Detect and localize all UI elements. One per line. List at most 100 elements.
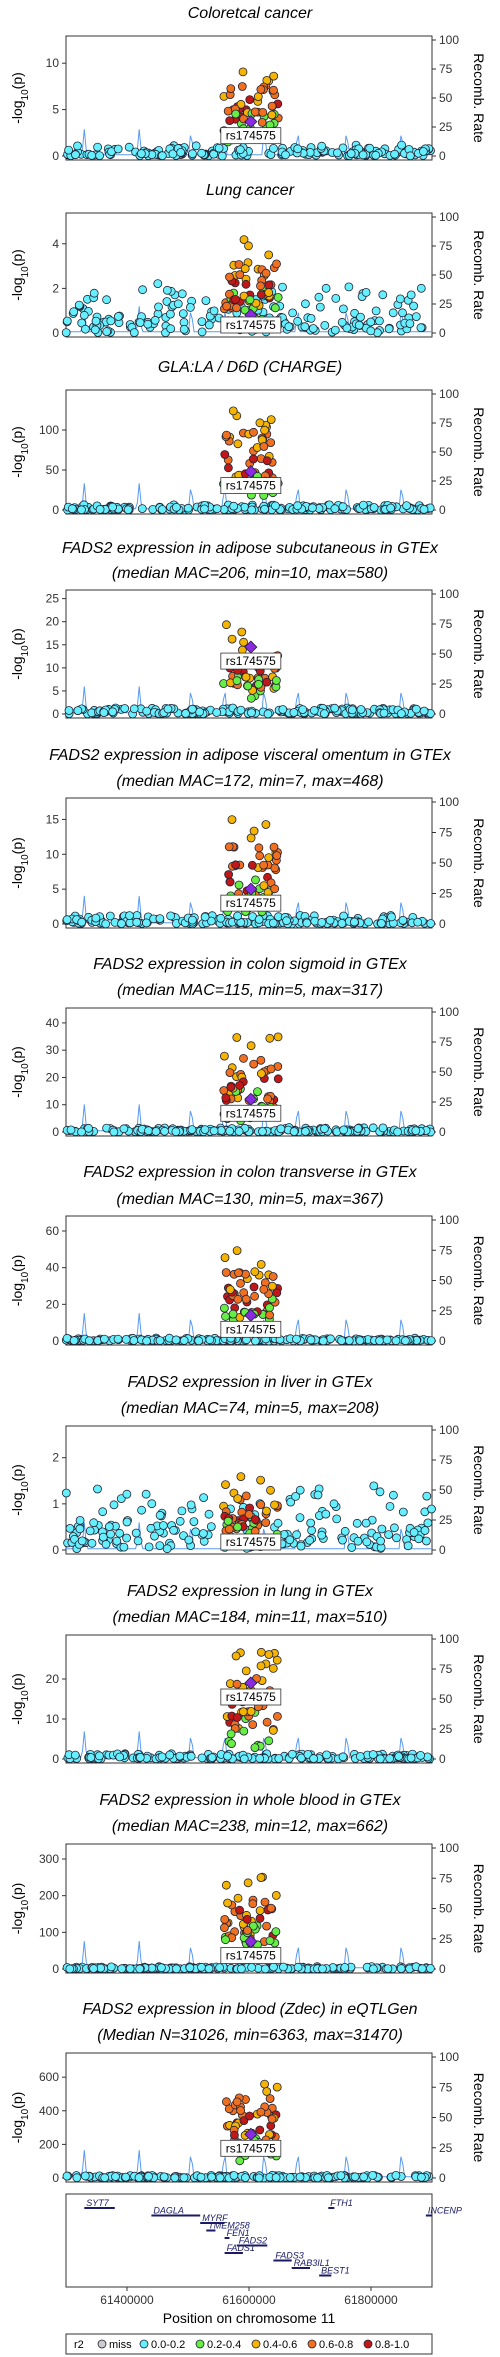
y-axis-label: -log10(p)	[9, 628, 31, 680]
y-tick-label: 100	[39, 423, 59, 437]
snp-point	[209, 306, 219, 316]
y-tick-label: 200	[39, 2137, 59, 2151]
snp-point	[231, 294, 240, 304]
recomb-axis-label: Recomb. Rate	[471, 53, 487, 143]
snp-point	[155, 1510, 165, 1520]
y-label-sub: 10	[20, 1063, 31, 1075]
recomb-tick-label: 100	[439, 1423, 459, 1437]
y-label-prefix: -log	[9, 656, 25, 679]
snp-point	[129, 328, 139, 338]
x-tick-label: 61800000	[344, 2293, 398, 2307]
recomb-axis-label: Recomb. Rate	[471, 2073, 487, 2163]
snp-point	[255, 851, 265, 861]
snp-point	[212, 504, 222, 514]
snp-point	[134, 2173, 144, 2183]
recomb-tick-label: 50	[439, 445, 453, 459]
snp-point	[250, 1267, 260, 1277]
snp-point	[358, 500, 368, 510]
snp-point	[289, 1127, 299, 1136]
snp-point	[236, 99, 246, 109]
snp-point	[411, 1126, 421, 1136]
panel-4: FADS2 expression in adipose subcutaneous…	[9, 540, 487, 721]
snp-point	[205, 1335, 215, 1345]
snp-point	[282, 916, 292, 926]
snp-point	[256, 1055, 266, 1065]
y-tick-label: 20	[46, 1297, 60, 1311]
recomb-tick-label: 0	[439, 1334, 446, 1348]
panel-1: Coloretcal cancer05100255075100-log10(p)…	[9, 5, 487, 163]
snp-point	[177, 1506, 187, 1516]
panel-7: FADS2 expression in colon transverse in …	[9, 1164, 487, 1348]
snp-point	[166, 911, 176, 921]
y-tick-label: 100	[39, 1925, 59, 1939]
snp-point	[187, 915, 197, 925]
snp-point	[181, 709, 191, 718]
snp-point	[272, 1655, 282, 1665]
snp-point	[240, 264, 250, 274]
snp-point	[98, 1507, 108, 1517]
snp-point	[165, 1750, 175, 1760]
snp-point	[352, 1518, 362, 1528]
snp-point	[238, 1707, 248, 1717]
snp-point	[135, 1753, 145, 1762]
snp-point	[171, 1964, 181, 1974]
snp-point	[221, 1312, 230, 1321]
snp-point	[114, 312, 123, 321]
snp-point	[344, 282, 354, 292]
snp-point	[225, 1126, 235, 1136]
snp-point	[256, 85, 266, 94]
snp-point	[169, 1525, 179, 1535]
snp-point	[222, 301, 232, 311]
snp-point	[223, 463, 233, 473]
snp-point	[349, 917, 359, 927]
y-tick-label: 0	[52, 1962, 59, 1976]
recomb-tick-label: 100	[439, 1632, 459, 1646]
y-label-suffix: (p)	[9, 72, 25, 89]
snp-point	[263, 1094, 273, 1104]
snp-point	[319, 1124, 329, 1134]
recomb-axis-label: Recomb. Rate	[471, 1027, 487, 1117]
snp-point	[265, 1033, 275, 1043]
snp-point	[285, 2173, 295, 2182]
snp-point	[318, 1964, 327, 1974]
recomb-tick-label: 100	[439, 795, 459, 809]
snp-point	[400, 1336, 410, 1346]
snp-point	[176, 147, 186, 157]
snp-point	[184, 1535, 194, 1545]
snp-point	[246, 833, 256, 843]
snp-point	[106, 316, 116, 326]
panel-11: FADS2 expression in blood (Zdec) in eQTL…	[9, 2001, 487, 2185]
snp-point	[356, 312, 365, 322]
snp-point	[204, 1509, 214, 1519]
panel-title: Coloretcal cancer	[188, 5, 313, 22]
snp-point	[175, 1751, 185, 1761]
snp-point	[418, 147, 428, 156]
snp-point	[87, 1538, 97, 1548]
recomb-tick-label: 25	[439, 2141, 453, 2155]
y-tick-label: 5	[52, 882, 59, 896]
recomb-tick-label: 75	[439, 1035, 453, 1049]
snp-point	[260, 1897, 270, 1907]
snp-point	[221, 1480, 230, 1489]
snp-point	[217, 151, 227, 161]
snp-point	[74, 300, 84, 310]
lead-snp-label: rs174575	[226, 2141, 276, 2155]
panel-title: FADS2 expression in blood (Zdec) in eQTL…	[83, 2001, 418, 2018]
snp-point	[223, 1751, 232, 1761]
snp-point	[376, 919, 386, 928]
snp-point	[385, 1502, 395, 1511]
snp-point	[237, 627, 247, 637]
recomb-tick-label: 75	[439, 826, 453, 840]
snp-point	[244, 241, 253, 251]
snp-point	[216, 913, 226, 923]
recomb-tick-label: 100	[439, 587, 459, 601]
snp-point	[265, 2094, 275, 2104]
snp-point	[158, 1521, 168, 1530]
recomb-tick-label: 75	[439, 416, 453, 430]
snp-point	[271, 2173, 281, 2183]
snp-point	[375, 1754, 385, 1764]
recomb-tick-label: 25	[439, 1932, 453, 1946]
snp-point	[266, 1485, 275, 1495]
snp-point	[115, 1752, 125, 1762]
